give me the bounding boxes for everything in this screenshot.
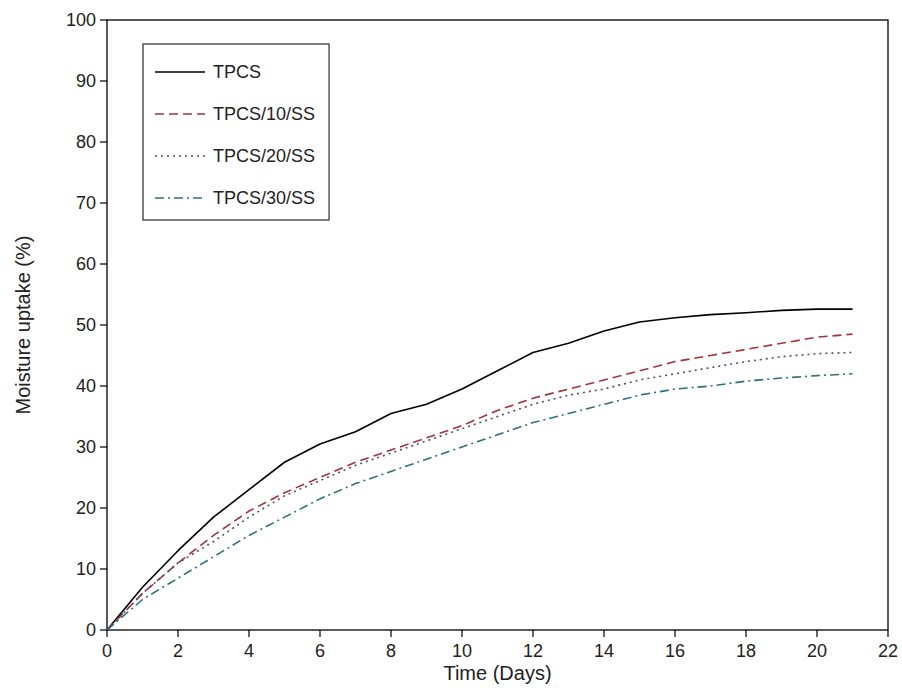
plot-frame [107, 20, 888, 630]
y-tick [100, 507, 107, 508]
y-axis-title: Moisture uptake (%) [12, 236, 34, 415]
x-tick-label: 0 [102, 641, 112, 661]
y-tick [100, 324, 107, 325]
y-tick-label: 40 [76, 376, 96, 396]
y-tick [100, 629, 107, 630]
y-tick [100, 141, 107, 142]
chart: 0 2 4 6 8 10 12 14 16 18 20 22 0 10 20 30 40 50 60 70 80 90 10… [0, 0, 902, 691]
legend: TPCS TPCS/10/SS TPCS/20/SS TPCS/30/SS [143, 44, 329, 220]
x-tick-label: 22 [878, 641, 898, 661]
y-tick [100, 80, 107, 81]
y-tick [100, 446, 107, 447]
y-tick-label: 80 [76, 132, 96, 152]
y-tick [100, 202, 107, 203]
legend-box [143, 44, 329, 220]
legend-label: TPCS/20/SS [213, 146, 315, 166]
y-tick [100, 568, 107, 569]
y-tick [100, 263, 107, 264]
x-tick [177, 630, 178, 637]
y-tick [100, 19, 107, 20]
x-tick-label: 4 [244, 641, 254, 661]
y-tick-label: 60 [76, 254, 96, 274]
legend-swatch [155, 113, 205, 115]
x-tick-label: 10 [452, 641, 472, 661]
x-tick-label: 8 [386, 641, 396, 661]
y-tick-label: 90 [76, 71, 96, 91]
x-tick [674, 630, 675, 637]
x-axis-title: Time (Days) [443, 662, 551, 684]
legend-label: TPCS/10/SS [213, 104, 315, 124]
x-tick-label: 18 [736, 641, 756, 661]
legend-swatch [155, 197, 205, 199]
series-group [107, 309, 853, 630]
y-tick-label: 0 [86, 620, 96, 640]
x-tick [390, 630, 391, 637]
legend-label: TPCS [213, 62, 261, 82]
x-tick [603, 630, 604, 637]
y-tick-label: 10 [76, 559, 96, 579]
y-tick-label: 100 [66, 10, 96, 30]
legend-label: TPCS/30/SS [213, 188, 315, 208]
series-line [107, 374, 853, 630]
x-tick [248, 630, 249, 637]
y-tick-label: 50 [76, 315, 96, 335]
y-tick-label: 20 [76, 498, 96, 518]
x-tick [532, 630, 533, 637]
x-tick [887, 630, 888, 637]
y-tick-label: 30 [76, 437, 96, 457]
x-tick-label: 20 [807, 641, 827, 661]
series-line [107, 352, 853, 630]
x-tick [106, 630, 107, 637]
x-tick-label: 2 [173, 641, 183, 661]
x-tick-label: 6 [315, 641, 325, 661]
x-tick [319, 630, 320, 637]
legend-swatch [155, 155, 205, 157]
y-tick [100, 385, 107, 386]
x-tick-label: 16 [665, 641, 685, 661]
series-line [107, 309, 853, 630]
legend-swatch [155, 71, 205, 73]
x-tick-label: 14 [594, 641, 614, 661]
x-tick [745, 630, 746, 637]
y-tick-label: 70 [76, 193, 96, 213]
x-tick [816, 630, 817, 637]
series-line [107, 334, 853, 630]
x-tick-label: 12 [523, 641, 543, 661]
x-tick [461, 630, 462, 637]
